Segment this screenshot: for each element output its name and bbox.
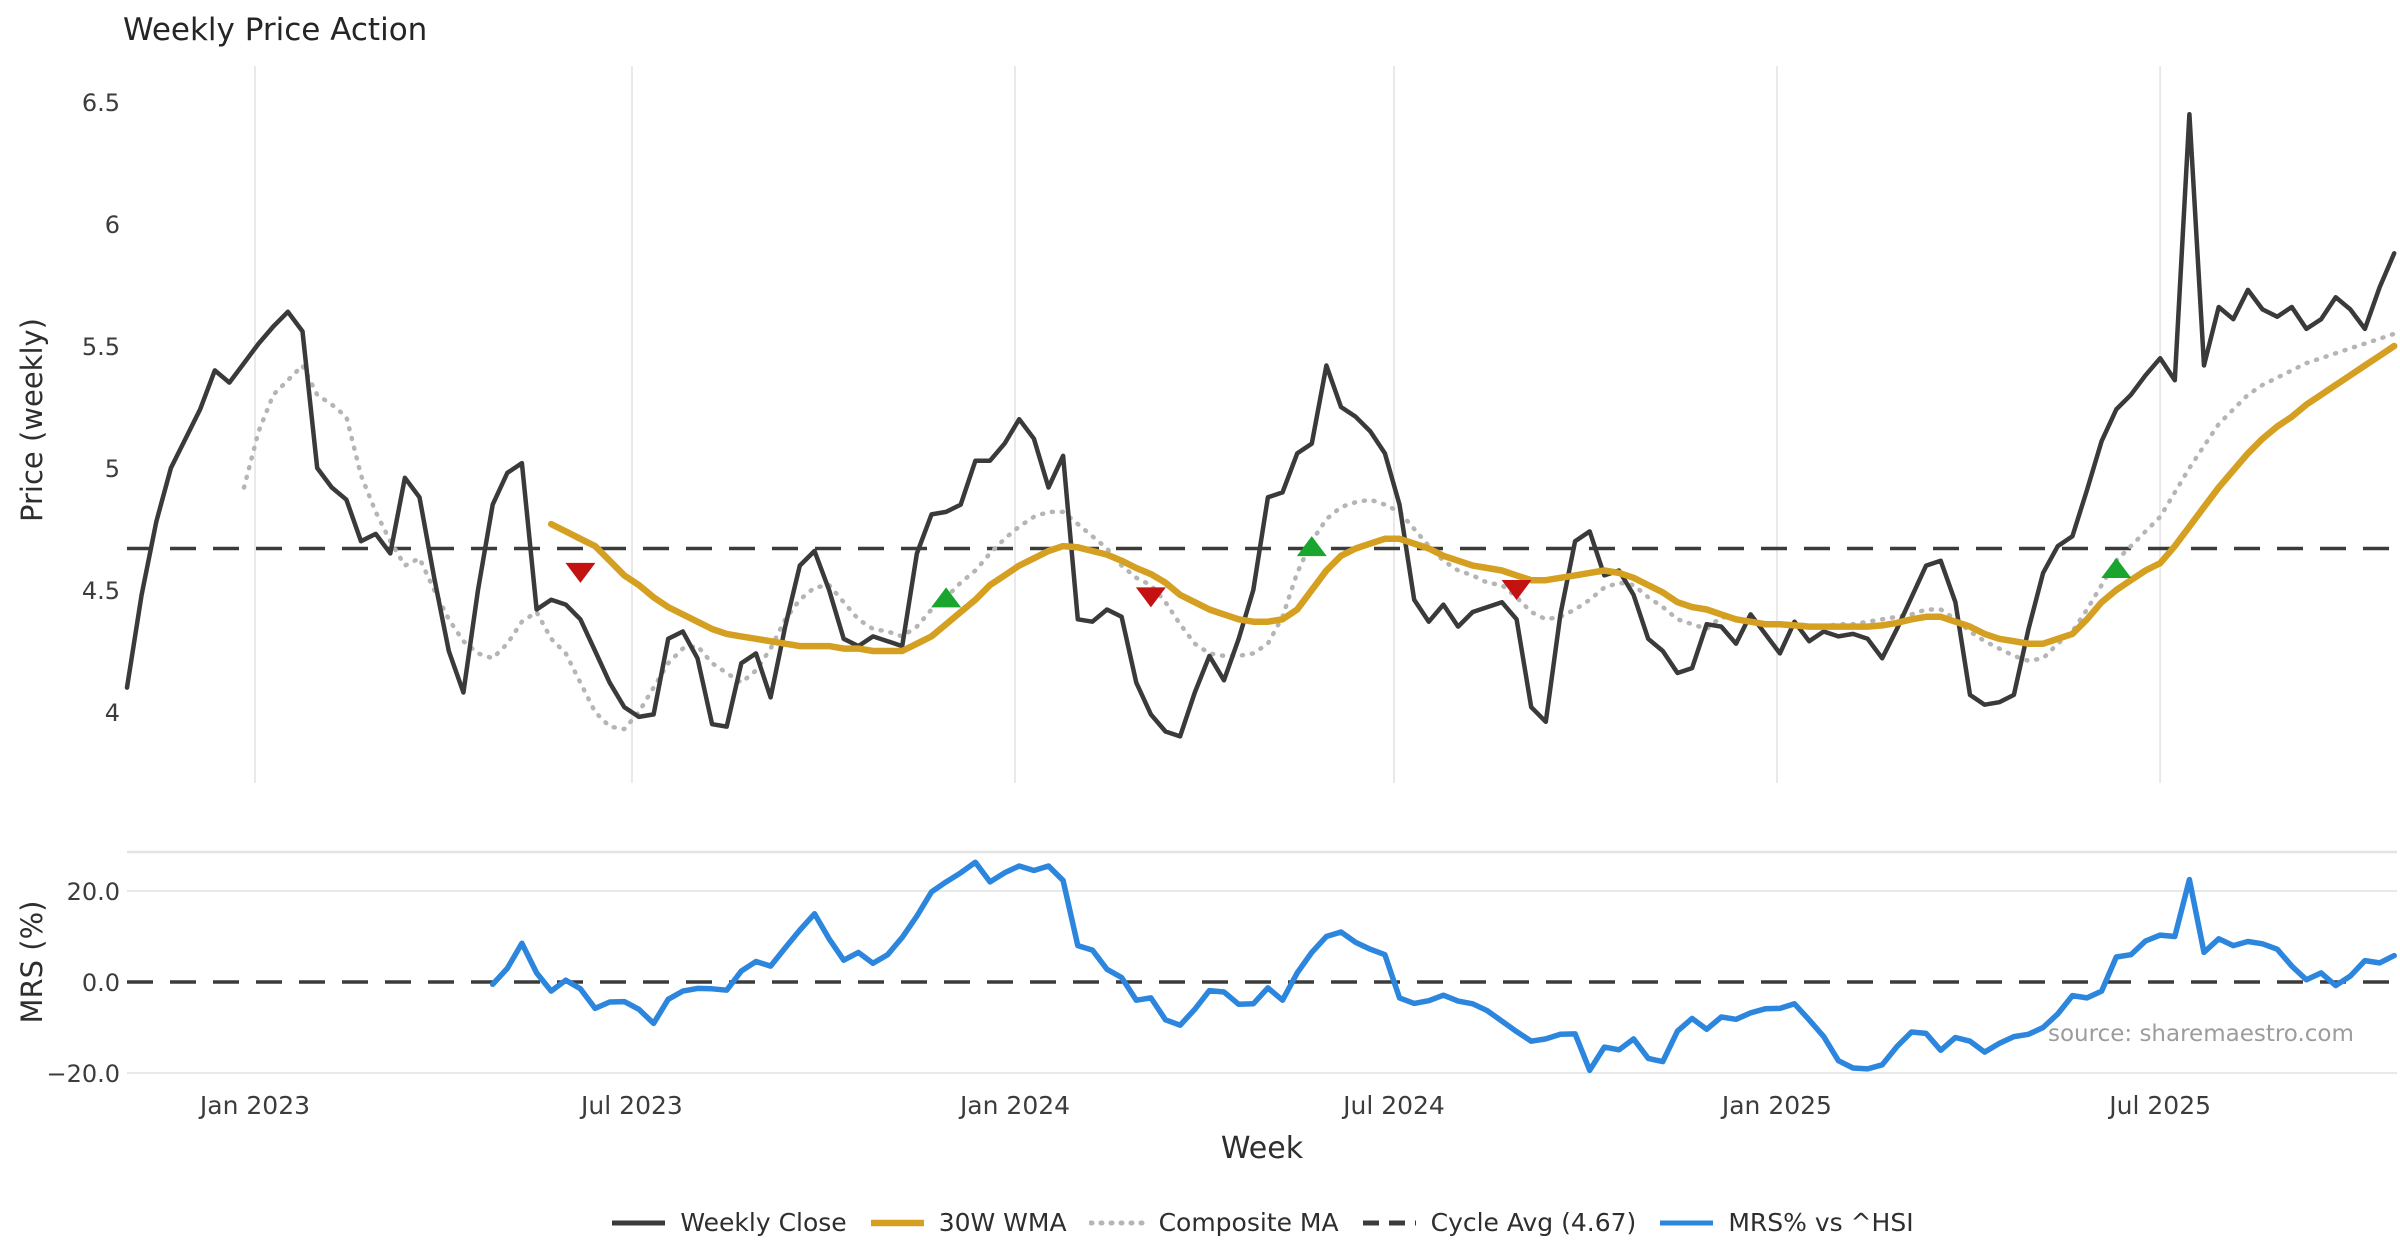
legend-label: Composite MA	[1158, 1208, 1339, 1237]
legend-label: MRS% vs ^HSI	[1728, 1208, 1914, 1237]
triangle-down-marker	[1501, 580, 1532, 600]
x-tick-label: Jan 2023	[198, 1091, 310, 1120]
legend-item-30w-wma: 30W WMA	[869, 1208, 1067, 1237]
triangle-up-marker	[1296, 536, 1327, 557]
legend-swatch-solid	[612, 1220, 666, 1225]
series-composite-ma	[241, 331, 2397, 732]
x-tick-label: Jan 2025	[1720, 1091, 1832, 1120]
series-30w-wma	[547, 342, 2398, 655]
mrs-axis-title: MRS (%)	[15, 900, 49, 1024]
triangle-down-marker	[1135, 587, 1166, 608]
source-watermark: source: sharemaestro.com	[2048, 1021, 2354, 1047]
x-tick-label: Jan 2024	[958, 1091, 1070, 1120]
legend-swatch-solid	[1660, 1220, 1714, 1225]
series-mrs-vs-hsi	[489, 859, 2397, 1074]
price-tick-label: 4.5	[82, 577, 120, 605]
legend-swatch-dotted	[1088, 1220, 1146, 1225]
legend-item-composite-ma: Composite MA	[1088, 1208, 1339, 1237]
legend-item-cycle-avg-4-67-: Cycle Avg (4.67)	[1361, 1208, 1637, 1237]
x-tick-label: Jul 2023	[579, 1091, 683, 1120]
triangle-up-marker	[931, 587, 962, 608]
triangle-up-marker	[2101, 558, 2132, 579]
week-axis-title: Week	[1220, 1131, 1304, 1166]
price-tick-label: 6.5	[82, 89, 120, 117]
series-weekly-close	[124, 111, 2397, 739]
legend-label: Cycle Avg (4.67)	[1430, 1208, 1637, 1237]
mrs-tick-label: 20.0	[67, 878, 120, 906]
legend-swatch-solid	[870, 1219, 924, 1226]
price-tick-label: 5.5	[82, 333, 120, 361]
price-tick-label: 6	[105, 211, 120, 239]
mrs-tick-label: −20.0	[46, 1060, 120, 1088]
legend-label: 30W WMA	[938, 1208, 1067, 1237]
legend-item-weekly-close: Weekly Close	[610, 1208, 847, 1237]
page-title: Weekly Price Action	[123, 12, 428, 48]
legend-swatch-dashed	[1362, 1220, 1416, 1225]
legend-label: Weekly Close	[680, 1208, 847, 1237]
triangle-down-marker	[565, 562, 596, 583]
price-tick-label: 5	[105, 455, 120, 483]
x-tick-label: Jul 2025	[2107, 1091, 2211, 1120]
x-tick-label: Jul 2024	[1341, 1091, 1445, 1120]
legend: Weekly Close 30W WMA Composite MA Cycle Avg…	[127, 1208, 2397, 1237]
price-axis-title: Price (weekly)	[15, 317, 49, 523]
mrs-tick-label: 0.0	[82, 969, 120, 997]
legend-item-mrs-vs-hsi: MRS% vs ^HSI	[1658, 1208, 1914, 1237]
price-tick-label: 4	[105, 699, 120, 727]
